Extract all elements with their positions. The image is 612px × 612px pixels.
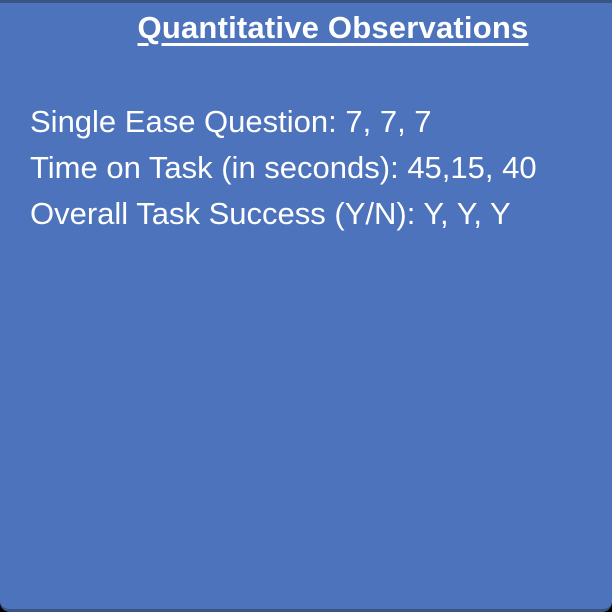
observations-list: Single Ease Question: 7, 7, 7 Time on Ta… — [30, 99, 592, 237]
observation-overall-task-success: Overall Task Success (Y/N): Y, Y, Y — [30, 196, 511, 231]
observation-time-on-task: Time on Task (in seconds): 45,15, 40 — [30, 150, 537, 185]
slide-title: Quantitative Observations — [137, 10, 529, 45]
observation-single-ease-question: Single Ease Question: 7, 7, 7 — [30, 104, 432, 139]
